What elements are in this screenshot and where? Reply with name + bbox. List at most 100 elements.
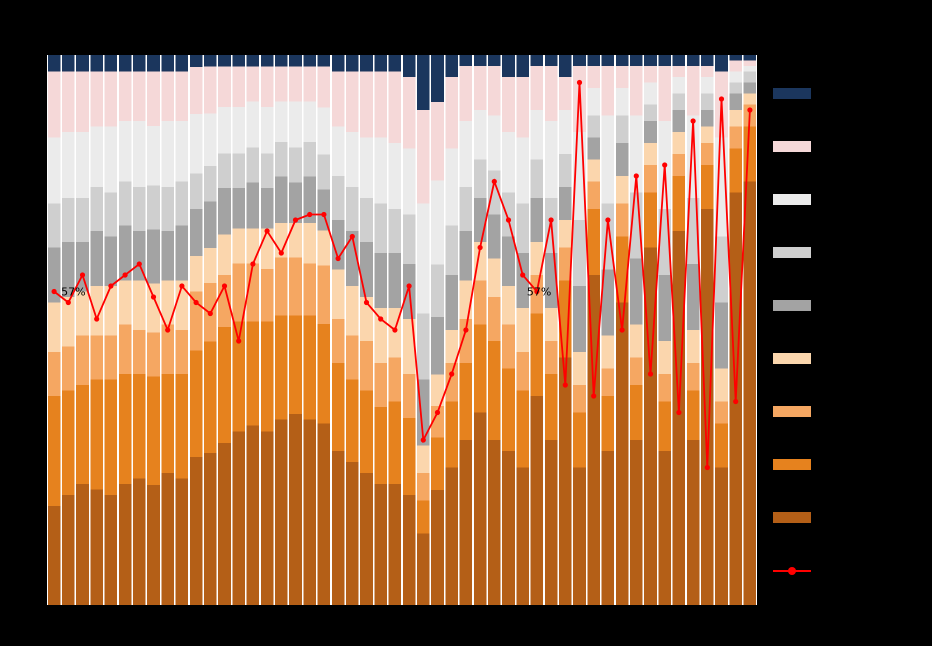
bar-segment-navy (516, 55, 529, 77)
bar-segment-pink (76, 71, 89, 132)
bar-segment-orange (686, 390, 700, 440)
bar-segment-navy (544, 55, 558, 66)
line-marker (307, 211, 313, 218)
bar-segment-light-peach (118, 280, 132, 325)
bar-segment-pink (118, 71, 132, 121)
bar-segment-light-gray (289, 147, 302, 183)
annotation-label: 57% (61, 286, 85, 299)
bar-segment-pink (459, 66, 473, 121)
bar-segment-gray (658, 275, 671, 341)
bar-segment-orange (743, 126, 757, 182)
bar-segment-gray (516, 253, 529, 308)
bar-segment-off-white (275, 101, 288, 142)
bar-segment-dark-orange (559, 357, 572, 605)
bar-segment-peach (90, 335, 103, 380)
bar-segment-pink (559, 77, 572, 110)
bar-segment-dark-orange (104, 495, 118, 605)
bar-segment-orange (62, 390, 75, 495)
legend-item-orange (773, 459, 811, 470)
bar-segment-pink (445, 77, 458, 149)
bar-segment-pink (630, 66, 643, 116)
bar-segment-navy (587, 55, 600, 66)
bar-segment-gray (204, 201, 217, 249)
bar-segment-off-white (502, 132, 515, 193)
bar-segment-light-gray (331, 176, 345, 220)
bar-segment-orange (658, 401, 671, 451)
bar-segment-pink (331, 71, 345, 127)
bar-segment-light-peach (76, 291, 89, 336)
annotation-label: 57% (527, 286, 551, 299)
bar-segment-orange (402, 418, 416, 495)
bar-segment-off-white (402, 148, 416, 215)
bar-segment-light-gray (175, 181, 189, 226)
bar-segment-orange (147, 376, 160, 486)
bar-segment-pink (502, 77, 515, 132)
bar-segment-dark-orange (346, 462, 359, 605)
bar-segment-peach (431, 405, 444, 438)
bar-segment-light-peach (147, 283, 160, 333)
bar-segment-navy (615, 55, 629, 66)
bar-segment-off-white (303, 101, 316, 142)
line-marker (647, 371, 654, 377)
bar-segment-pink (246, 66, 260, 102)
bar-segment-peach (445, 363, 458, 402)
bar-segment-peach (133, 330, 146, 374)
line-marker (406, 283, 412, 289)
line-marker (434, 409, 441, 416)
bar-segment-pink (147, 71, 160, 126)
bar-segment-pink (232, 66, 245, 108)
line-marker (150, 294, 157, 300)
line-marker (491, 178, 497, 185)
bar-segment-light-peach (601, 335, 615, 369)
bar-segment-light-gray (431, 264, 444, 317)
bar-segment-dark-orange (715, 467, 728, 605)
bar-segment-pink (729, 60, 742, 72)
bar-segment-light-gray (104, 192, 118, 237)
bar-segment-light-gray (473, 159, 487, 198)
bar-segment-off-white (587, 88, 600, 116)
line-marker (378, 316, 384, 322)
bar-segment-navy (218, 55, 231, 67)
bar-segment-pink (431, 102, 444, 181)
bar-segment-off-white (118, 121, 132, 182)
bar-segment-light-peach (360, 297, 373, 341)
line-marker (221, 283, 228, 289)
bar-segment-orange (303, 315, 316, 420)
bar-segment-gray (260, 188, 274, 229)
bar-segment-off-white (459, 121, 473, 187)
bar-segment-peach (473, 280, 487, 325)
line-marker (51, 288, 57, 295)
bar-segment-dark-orange (459, 440, 473, 605)
bar-segment-pink (488, 66, 501, 116)
bar-segment-pink (303, 66, 316, 102)
bar-segment-light-peach (701, 126, 714, 143)
bar-segment-orange (630, 385, 643, 440)
bar-segment-dark-orange (246, 425, 260, 605)
bar-segment-gray (559, 187, 572, 220)
bar-segment-gray (715, 302, 728, 369)
bar-segment-gray (346, 231, 359, 286)
bar-segment-gray (601, 269, 615, 336)
line-marker (321, 211, 327, 218)
bar-segment-peach (502, 324, 515, 369)
bar-segment-peach (118, 324, 132, 374)
bar-segment-navy (303, 55, 316, 67)
line-marker (718, 96, 725, 102)
bar-segment-dark-orange (374, 484, 387, 605)
bar-segment-gray (473, 198, 487, 242)
bar-segment-dark-orange (672, 231, 686, 605)
bar-segment-navy (459, 55, 473, 66)
bar-segment-navy (76, 55, 89, 72)
bar-segment-navy (573, 55, 586, 66)
bar-segment-light-gray (417, 313, 430, 380)
bar-segment-light-peach (104, 286, 118, 336)
bar-segment-light-peach (289, 222, 302, 258)
line-marker (420, 437, 426, 443)
line-marker (605, 217, 611, 223)
bar-segment-orange (601, 396, 615, 451)
bar-segment-off-white (331, 126, 345, 176)
bar-segment-navy (701, 55, 714, 66)
bar-segment-dark-orange (701, 209, 714, 605)
bar-segment-navy (47, 55, 61, 72)
bar-segment-gray (104, 236, 118, 286)
